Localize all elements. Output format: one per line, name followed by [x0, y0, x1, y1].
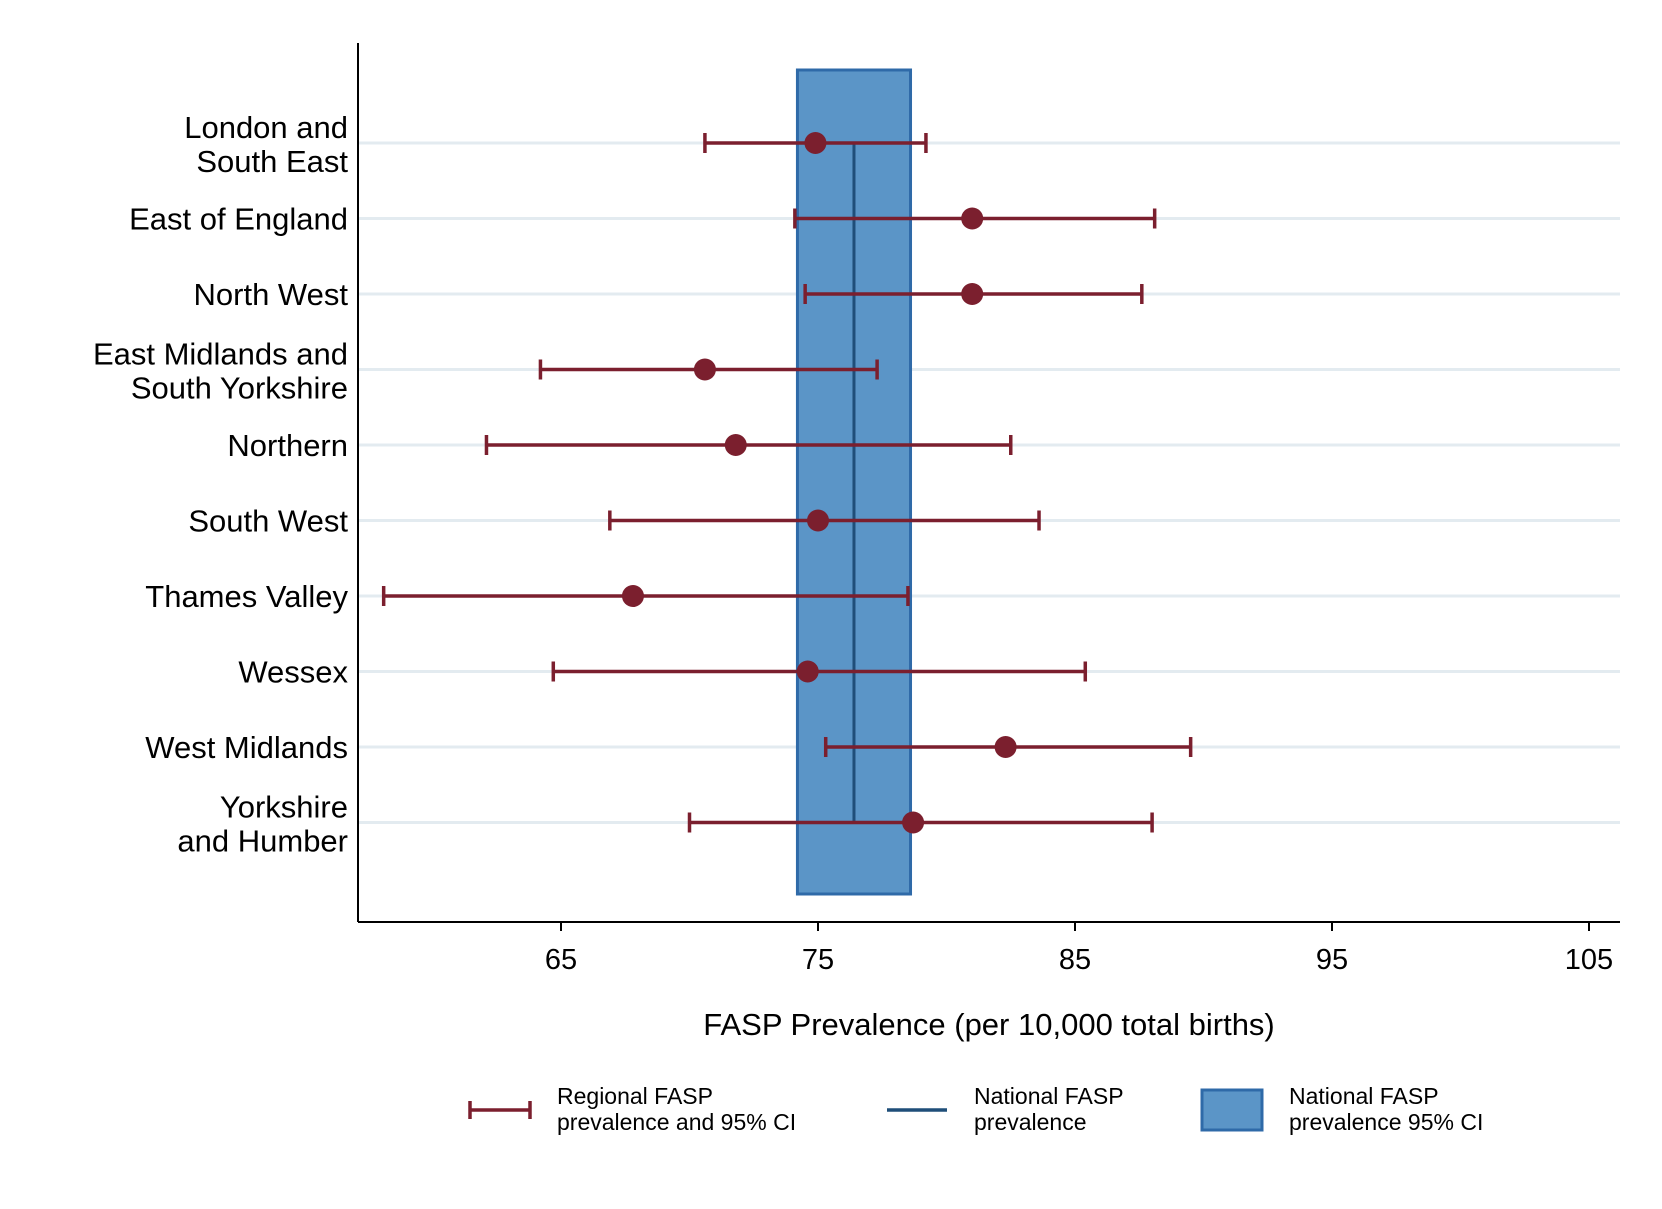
region-label: Thames Valley: [145, 579, 348, 614]
gridlines: [358, 141, 1620, 824]
region-label: East of England: [129, 202, 348, 237]
estimate-point: [796, 660, 819, 683]
region-label-line: and Humber: [177, 824, 348, 859]
legend-item: National FASP prevalence: [887, 1083, 1124, 1135]
estimate-point: [807, 509, 829, 532]
legend-item: National FASP prevalence 95% CI: [1200, 1083, 1483, 1135]
region-label-line: South West: [188, 504, 348, 539]
legend-label-line: National FASP: [1289, 1083, 1439, 1109]
legend-item: Regional FASP prevalence and 95% CI: [468, 1083, 796, 1135]
legend-label: Regional FASP prevalence and 95% CI: [557, 1083, 796, 1135]
x-tick-label: 85: [1059, 944, 1091, 976]
legend-label: National FASP prevalence: [974, 1083, 1124, 1135]
region-label-line: London and: [184, 110, 348, 145]
x-tick-label: 95: [1316, 944, 1348, 976]
region-label: North West: [194, 277, 349, 312]
estimate-point: [621, 585, 644, 607]
estimate-point: [693, 358, 716, 381]
region-label: Wessex: [238, 655, 348, 690]
region-label: Northern: [227, 428, 348, 463]
region-label-line: Northern: [227, 428, 348, 463]
x-tick-label: 65: [545, 944, 577, 976]
axes: [357, 43, 1620, 923]
region-label-line: North West: [194, 277, 349, 312]
estimate-point: [804, 132, 827, 154]
region-label: East Midlands and South Yorkshire: [93, 337, 348, 406]
x-axis-ticks: 65 75 85 95 105: [545, 922, 1613, 976]
region-label-line: Thames Valley: [145, 579, 348, 614]
region-label: Yorkshire and Humber: [177, 790, 348, 859]
regional-error-bars: [381, 132, 1193, 834]
legend-label-line: National FASP: [974, 1083, 1124, 1109]
region-label: London and South East: [184, 110, 348, 179]
estimate-point: [724, 434, 747, 456]
region-label-line: East of England: [129, 202, 348, 237]
region-label-line: Wessex: [238, 655, 348, 690]
legend-label-line: prevalence: [974, 1109, 1087, 1135]
region-label: West Midlands: [145, 730, 348, 765]
legend-label-line: prevalence and 95% CI: [557, 1109, 796, 1135]
legend-label-line: prevalence 95% CI: [1289, 1109, 1483, 1135]
region-label-line: South East: [196, 144, 348, 179]
estimate-point: [961, 207, 984, 230]
estimate-point: [961, 283, 984, 305]
region-label-line: West Midlands: [145, 730, 348, 765]
x-tick-label: 105: [1565, 944, 1613, 976]
region-label-line: South Yorkshire: [131, 371, 348, 406]
estimate-point: [994, 736, 1017, 758]
region-label-line: Yorkshire: [220, 790, 348, 825]
estimate-point: [902, 811, 925, 834]
region-labels: London and South East East of England North…: [93, 110, 349, 859]
legend-box-icon: [1200, 1088, 1264, 1132]
legend-label: National FASP prevalence 95% CI: [1289, 1083, 1483, 1135]
x-tick-label: 75: [802, 944, 834, 976]
region-label-line: East Midlands and: [93, 337, 348, 372]
region-label: South West: [188, 504, 348, 539]
legend: Regional FASP prevalence and 95% CI Nation…: [468, 1083, 1483, 1135]
legend-label-line: Regional FASP: [557, 1083, 713, 1109]
x-axis-title: FASP Prevalence (per 10,000 total births…: [703, 1007, 1275, 1042]
